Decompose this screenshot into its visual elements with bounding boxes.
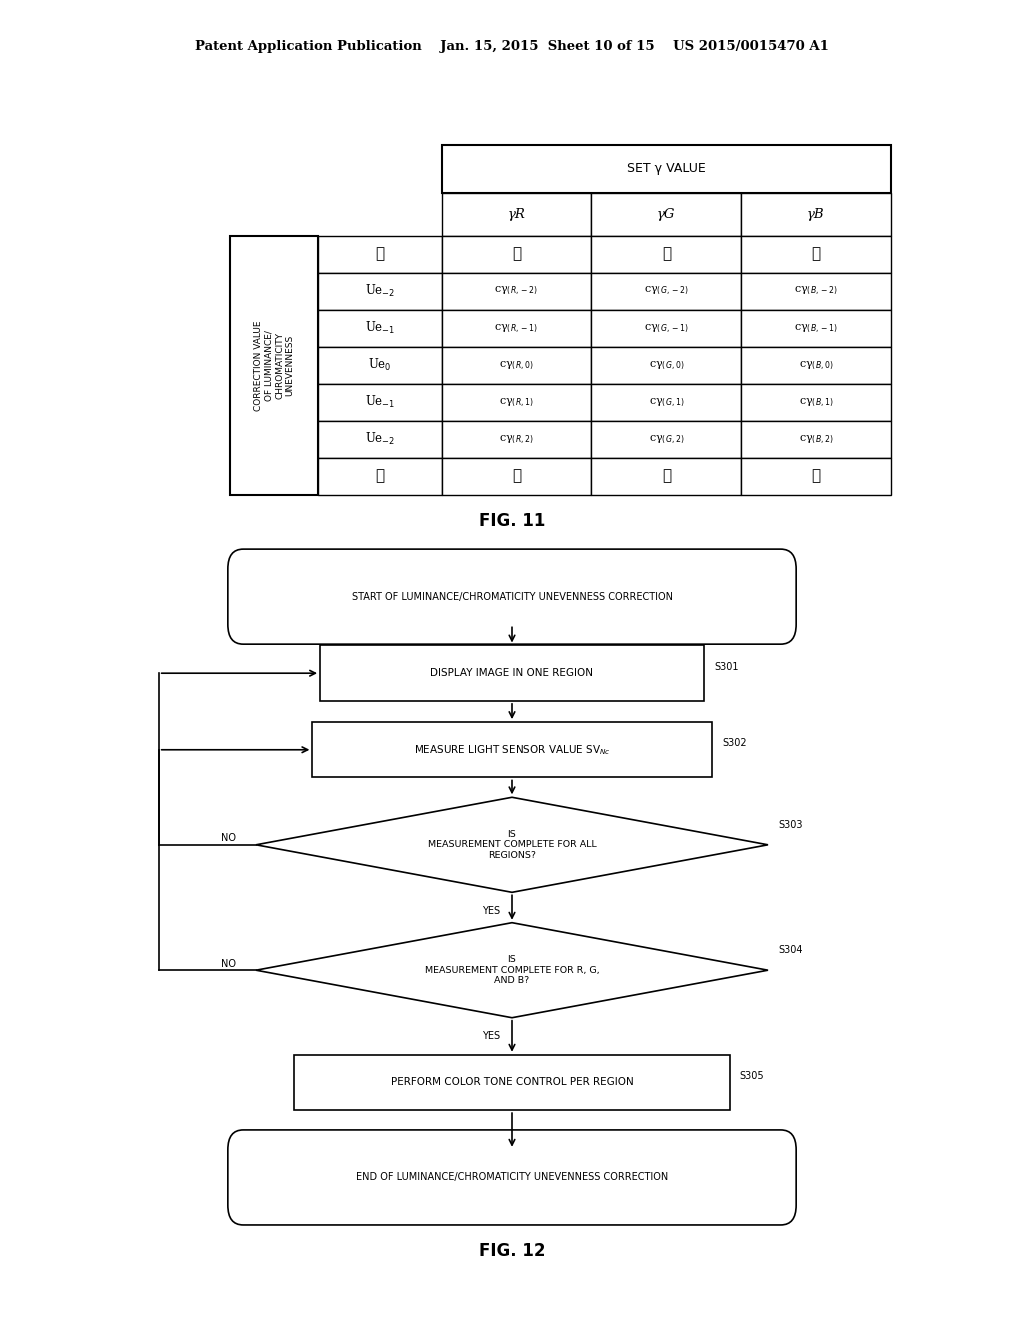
Text: ⋮: ⋮ <box>662 470 671 483</box>
Bar <box>592 458 741 495</box>
Bar <box>295 1055 729 1110</box>
Bar <box>741 273 891 310</box>
Bar <box>441 458 592 495</box>
Bar <box>318 273 441 310</box>
Text: MEASURE LIGHT SENSOR VALUE SV$_{Nc}$: MEASURE LIGHT SENSOR VALUE SV$_{Nc}$ <box>414 743 610 756</box>
Text: FIG. 11: FIG. 11 <box>479 512 545 531</box>
Bar <box>318 384 441 421</box>
Bar <box>318 310 441 347</box>
Bar <box>592 347 741 384</box>
Text: cγ$_{(R,-1)}$: cγ$_{(R,-1)}$ <box>495 322 539 334</box>
Text: IS
MEASUREMENT COMPLETE FOR ALL
REGIONS?: IS MEASUREMENT COMPLETE FOR ALL REGIONS? <box>428 830 596 859</box>
Text: SET γ VALUE: SET γ VALUE <box>627 162 706 176</box>
Text: S301: S301 <box>715 661 738 672</box>
Text: cγ$_{(R,-2)}$: cγ$_{(R,-2)}$ <box>495 285 539 297</box>
Bar <box>319 645 705 701</box>
Text: Ue$_{-1}$: Ue$_{-1}$ <box>365 395 395 411</box>
Text: YES: YES <box>482 906 501 916</box>
Bar <box>741 236 891 273</box>
Bar <box>318 347 441 384</box>
Bar <box>741 384 891 421</box>
Text: ⋮: ⋮ <box>512 247 521 261</box>
Bar <box>592 421 741 458</box>
Text: cγ$_{(G,0)}$: cγ$_{(G,0)}$ <box>648 359 684 371</box>
Bar <box>592 310 741 347</box>
Text: cγ$_{(B,-2)}$: cγ$_{(B,-2)}$ <box>794 285 838 297</box>
Bar <box>318 421 441 458</box>
Bar <box>441 273 592 310</box>
Bar <box>318 458 441 495</box>
Text: YES: YES <box>482 1031 501 1041</box>
Bar <box>741 421 891 458</box>
Bar <box>441 384 592 421</box>
Bar <box>741 193 891 236</box>
Text: NO: NO <box>220 833 236 843</box>
FancyBboxPatch shape <box>227 549 797 644</box>
Text: END OF LUMINANCE/CHROMATICITY UNEVENNESS CORRECTION: END OF LUMINANCE/CHROMATICITY UNEVENNESS… <box>356 1172 668 1183</box>
Bar <box>441 310 592 347</box>
Text: ⋮: ⋮ <box>811 247 820 261</box>
Text: S305: S305 <box>739 1071 765 1081</box>
Bar <box>230 236 318 495</box>
Bar <box>318 236 441 273</box>
Text: γB: γB <box>807 207 825 220</box>
Text: cγ$_{(R,2)}$: cγ$_{(R,2)}$ <box>500 433 534 446</box>
Text: ⋮: ⋮ <box>376 247 385 261</box>
Text: Ue$_{-2}$: Ue$_{-2}$ <box>365 284 395 300</box>
Text: DISPLAY IMAGE IN ONE REGION: DISPLAY IMAGE IN ONE REGION <box>430 668 594 678</box>
Text: cγ$_{(G,-2)}$: cγ$_{(G,-2)}$ <box>644 285 689 297</box>
Text: cγ$_{(B,1)}$: cγ$_{(B,1)}$ <box>799 396 834 409</box>
Bar <box>592 273 741 310</box>
Bar <box>741 347 891 384</box>
Text: γR: γR <box>508 207 525 220</box>
Bar <box>441 347 592 384</box>
Text: S302: S302 <box>722 738 746 748</box>
Text: cγ$_{(G,1)}$: cγ$_{(G,1)}$ <box>648 396 684 409</box>
Bar <box>741 310 891 347</box>
Text: ⋮: ⋮ <box>512 470 521 483</box>
Text: cγ$_{(R,0)}$: cγ$_{(R,0)}$ <box>500 359 534 371</box>
Bar <box>741 458 891 495</box>
Polygon shape <box>256 797 768 892</box>
Bar <box>312 722 712 777</box>
Text: ⋮: ⋮ <box>376 470 385 483</box>
Text: S304: S304 <box>778 945 803 956</box>
Text: cγ$_{(B,-1)}$: cγ$_{(B,-1)}$ <box>794 322 838 334</box>
Text: S303: S303 <box>778 820 803 830</box>
Text: cγ$_{(R,1)}$: cγ$_{(R,1)}$ <box>500 396 534 409</box>
Text: CORRECTION VALUE
OF LUMINANCE/
CHROMATICITY
UNEVENNESS: CORRECTION VALUE OF LUMINANCE/ CHROMATIC… <box>254 321 295 411</box>
Text: cγ$_{(G,-1)}$: cγ$_{(G,-1)}$ <box>644 322 689 334</box>
Text: ⋮: ⋮ <box>811 470 820 483</box>
Polygon shape <box>256 923 768 1018</box>
Text: IS
MEASUREMENT COMPLETE FOR R, G,
AND B?: IS MEASUREMENT COMPLETE FOR R, G, AND B? <box>425 956 599 985</box>
Bar <box>592 236 741 273</box>
Bar <box>441 421 592 458</box>
Text: cγ$_{(G,2)}$: cγ$_{(G,2)}$ <box>648 433 684 446</box>
Text: Ue$_0$: Ue$_0$ <box>369 358 392 374</box>
FancyBboxPatch shape <box>227 1130 797 1225</box>
Bar <box>441 145 891 193</box>
Text: Patent Application Publication    Jan. 15, 2015  Sheet 10 of 15    US 2015/00154: Patent Application Publication Jan. 15, … <box>195 40 829 53</box>
Text: γG: γG <box>657 207 676 220</box>
Text: FIG. 12: FIG. 12 <box>479 1242 545 1261</box>
Bar <box>441 193 592 236</box>
Text: START OF LUMINANCE/CHROMATICITY UNEVENNESS CORRECTION: START OF LUMINANCE/CHROMATICITY UNEVENNE… <box>351 591 673 602</box>
Text: NO: NO <box>220 958 236 969</box>
Text: PERFORM COLOR TONE CONTROL PER REGION: PERFORM COLOR TONE CONTROL PER REGION <box>390 1077 634 1088</box>
Bar <box>441 236 592 273</box>
Bar <box>592 193 741 236</box>
Bar <box>592 384 741 421</box>
Text: ⋮: ⋮ <box>662 247 671 261</box>
Text: cγ$_{(B,0)}$: cγ$_{(B,0)}$ <box>799 359 834 371</box>
Text: cγ$_{(B,2)}$: cγ$_{(B,2)}$ <box>799 433 834 446</box>
Text: Ue$_{-1}$: Ue$_{-1}$ <box>365 321 395 337</box>
Text: Ue$_{-2}$: Ue$_{-2}$ <box>365 432 395 447</box>
